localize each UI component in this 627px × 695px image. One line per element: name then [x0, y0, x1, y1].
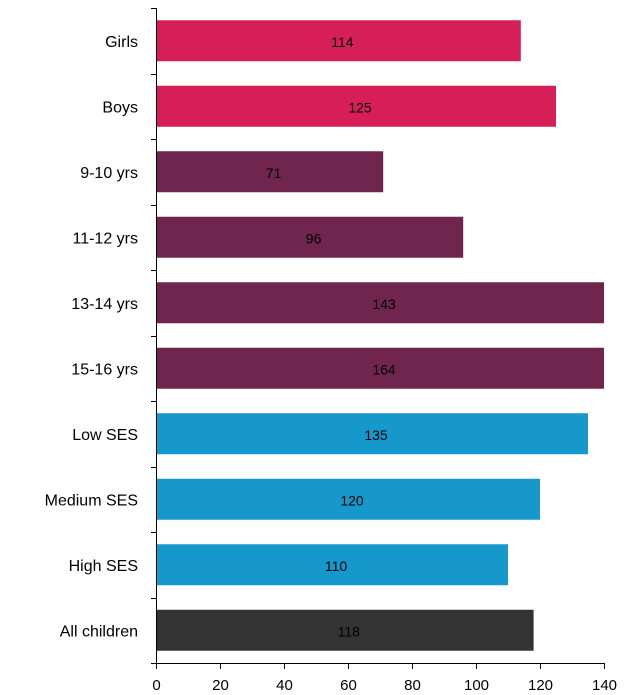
data-label: 118: [338, 623, 361, 639]
x-tick-label: 80: [404, 677, 421, 694]
x-tick-label: 20: [212, 677, 229, 694]
category-label: 11-12 yrs: [72, 230, 138, 247]
data-label: 135: [364, 427, 388, 443]
category-label: Low SES: [72, 427, 138, 444]
data-label: 71: [266, 165, 282, 181]
category-label: 15-16 yrs: [71, 361, 138, 378]
bar: [157, 216, 464, 258]
bar: [157, 347, 604, 389]
bars-layer: [157, 20, 604, 651]
data-label: 164: [372, 361, 396, 377]
bar: [157, 85, 556, 127]
data-label: 96: [306, 230, 322, 246]
data-label: 114: [331, 34, 354, 50]
data-labels: 114 125 71 96 143 164 135 120 110 118: [266, 34, 396, 640]
data-label: 110: [325, 558, 348, 574]
category-label: 9-10 yrs: [80, 165, 138, 182]
bar: [157, 151, 384, 193]
category-label: Girls: [105, 34, 138, 51]
category-label: Medium SES: [45, 492, 138, 509]
category-label: High SES: [69, 558, 138, 575]
bar: [157, 413, 588, 455]
y-axis-ticks: [151, 8, 157, 664]
category-label: 13-14 yrs: [71, 296, 138, 313]
data-label: 120: [340, 492, 364, 508]
x-tick-label: 0: [152, 677, 160, 694]
bar: [157, 609, 534, 651]
x-tick-label: 120: [528, 677, 553, 694]
bar: [157, 544, 508, 586]
category-label: All children: [60, 623, 138, 640]
bar: [157, 478, 540, 520]
x-tick-label: 140: [592, 677, 617, 694]
bar: [157, 282, 604, 324]
x-tick-label: 60: [340, 677, 357, 694]
bar: [157, 20, 521, 62]
data-label: 125: [348, 99, 372, 115]
x-axis-ticks: 0 20 40 60 80 100 120 140: [152, 663, 617, 694]
data-label: 143: [372, 296, 396, 312]
category-label: Boys: [102, 99, 138, 116]
x-tick-label: 100: [464, 677, 489, 694]
x-tick-label: 40: [276, 677, 293, 694]
category-labels: Girls Boys 9-10 yrs 11-12 yrs 13-14 yrs 15-16…: [45, 34, 138, 641]
